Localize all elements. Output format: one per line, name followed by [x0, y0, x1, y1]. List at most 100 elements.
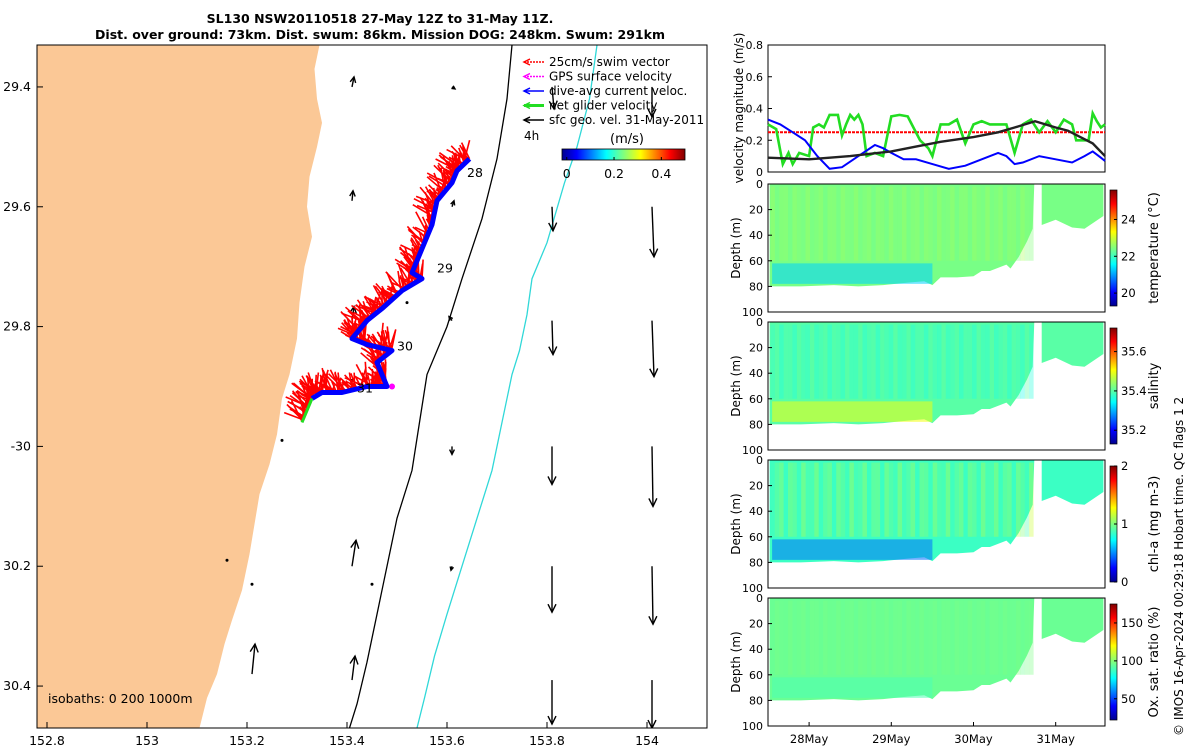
arrow-head	[649, 368, 659, 379]
section-streak	[994, 186, 999, 261]
swim-vector	[319, 370, 325, 394]
isobath-1000m	[348, 45, 513, 728]
legend-label: GPS surface velocity	[549, 70, 672, 84]
section-streak	[959, 600, 964, 675]
arrow-head	[450, 199, 456, 206]
section-streak	[809, 324, 815, 399]
section-y-tick-label: 100	[742, 582, 763, 595]
arrow-head	[648, 498, 658, 508]
velocity-y-ticks: 0 0.2 0.4 0.6 0.8	[746, 39, 772, 179]
legend-swatch-head	[522, 87, 531, 95]
section-y-tick-label: 40	[749, 229, 763, 242]
section-streak	[906, 600, 911, 675]
section-streak	[950, 324, 955, 399]
section-data-block	[769, 184, 1035, 287]
geo-velocity-arrow	[547, 680, 557, 726]
swim-vector	[370, 346, 378, 363]
section-streak	[910, 462, 916, 537]
arrow-head	[548, 222, 558, 233]
track-day-label: 29	[437, 261, 453, 276]
section-streak	[941, 600, 946, 675]
section-streak	[858, 186, 863, 261]
section-streak	[823, 600, 828, 675]
section-streak	[919, 600, 924, 675]
speed-colorbar: (m/s) 0 0.2 0.4	[561, 132, 686, 181]
section-streak	[831, 324, 837, 399]
section-y-tick-label: 0	[756, 178, 763, 191]
arrow-head	[548, 346, 558, 357]
section-streak	[814, 462, 819, 537]
section-streak	[801, 462, 806, 537]
geo-velocity-arrow	[649, 320, 659, 379]
arrow-shaft	[251, 644, 256, 675]
section-streak	[805, 600, 810, 675]
arrow-head	[451, 85, 457, 90]
geo-velocity-arrow	[448, 446, 456, 456]
arrow-head	[349, 75, 357, 84]
section-streak	[796, 186, 802, 261]
map-x-tick-label: 153.4	[329, 733, 365, 748]
swim-vector	[359, 367, 367, 389]
section-streak	[963, 462, 968, 537]
section-streak	[849, 600, 854, 675]
swim-vector	[406, 265, 411, 288]
swim-vector	[290, 399, 303, 423]
section-streak	[845, 324, 850, 399]
arrow-shaft	[651, 446, 654, 507]
map-y-tick-label: -30	[11, 438, 31, 453]
section-streak	[836, 324, 841, 399]
section-streak	[801, 600, 806, 675]
section-y-tick-label: 20	[749, 204, 763, 217]
section-streak	[792, 186, 797, 261]
section-streak	[1020, 324, 1025, 399]
section-panel-5: 0 20 40 60 80 100 Depth (m) 50 100 150 Ox. sat. ra…	[729, 592, 1162, 733]
section-streak	[1020, 186, 1025, 261]
arrow-head	[647, 108, 657, 119]
velocity-y-tick-label: 0	[756, 166, 763, 179]
speed-colorbar-ticks: 0 0.2 0.4	[563, 157, 671, 181]
velocity-line-dive_avg	[767, 118, 1106, 170]
section-streak	[831, 600, 837, 675]
section-streak	[818, 324, 824, 399]
section-streak	[862, 186, 867, 261]
section-streak	[783, 600, 789, 675]
section-streak	[853, 600, 859, 675]
time-tick-label: 30May	[954, 732, 993, 746]
section-streak	[788, 600, 793, 675]
section-streak	[897, 186, 903, 261]
section-y-tick-label: 0	[756, 592, 763, 605]
legend-label: 25cm/s swim vector	[549, 55, 670, 69]
arrow-shaft	[551, 206, 554, 231]
section-streak	[858, 324, 863, 399]
section-streak	[814, 186, 819, 261]
section-streak	[827, 600, 832, 675]
track-day-label: 31	[357, 380, 373, 395]
footer-timestamp: © IMOS 16-Apr-2024 00:29:18 Hobart time.…	[1172, 397, 1186, 736]
geo-velocity-arrow	[648, 566, 658, 626]
section-streak	[902, 324, 907, 399]
section-streak	[779, 462, 784, 537]
section-streak	[959, 324, 964, 399]
section-streak	[845, 462, 850, 537]
section-streak	[1016, 600, 1021, 675]
colorbar-tick-label: 0	[563, 166, 571, 181]
isobath-200m	[416, 45, 598, 728]
geo-velocity-arrow	[449, 566, 455, 572]
section-streak	[897, 600, 903, 675]
section-colorbar-tick-label: 20	[1121, 286, 1136, 300]
legend-entry: GPS surface velocity	[522, 70, 672, 84]
section-data-block-2	[1041, 460, 1104, 505]
arrow-head	[349, 654, 359, 665]
land-mass	[37, 45, 322, 728]
section-streak	[866, 324, 872, 399]
section-streak	[1024, 324, 1030, 399]
section-streak	[845, 186, 850, 261]
section-streak	[932, 462, 938, 537]
section-streak	[853, 324, 859, 399]
section-streak	[910, 324, 916, 399]
geo-velocity-arrow	[548, 86, 558, 111]
section-y-tick-label: 80	[749, 556, 763, 569]
section-y-tick-label: 60	[749, 255, 763, 268]
section-streak	[1029, 600, 1034, 675]
